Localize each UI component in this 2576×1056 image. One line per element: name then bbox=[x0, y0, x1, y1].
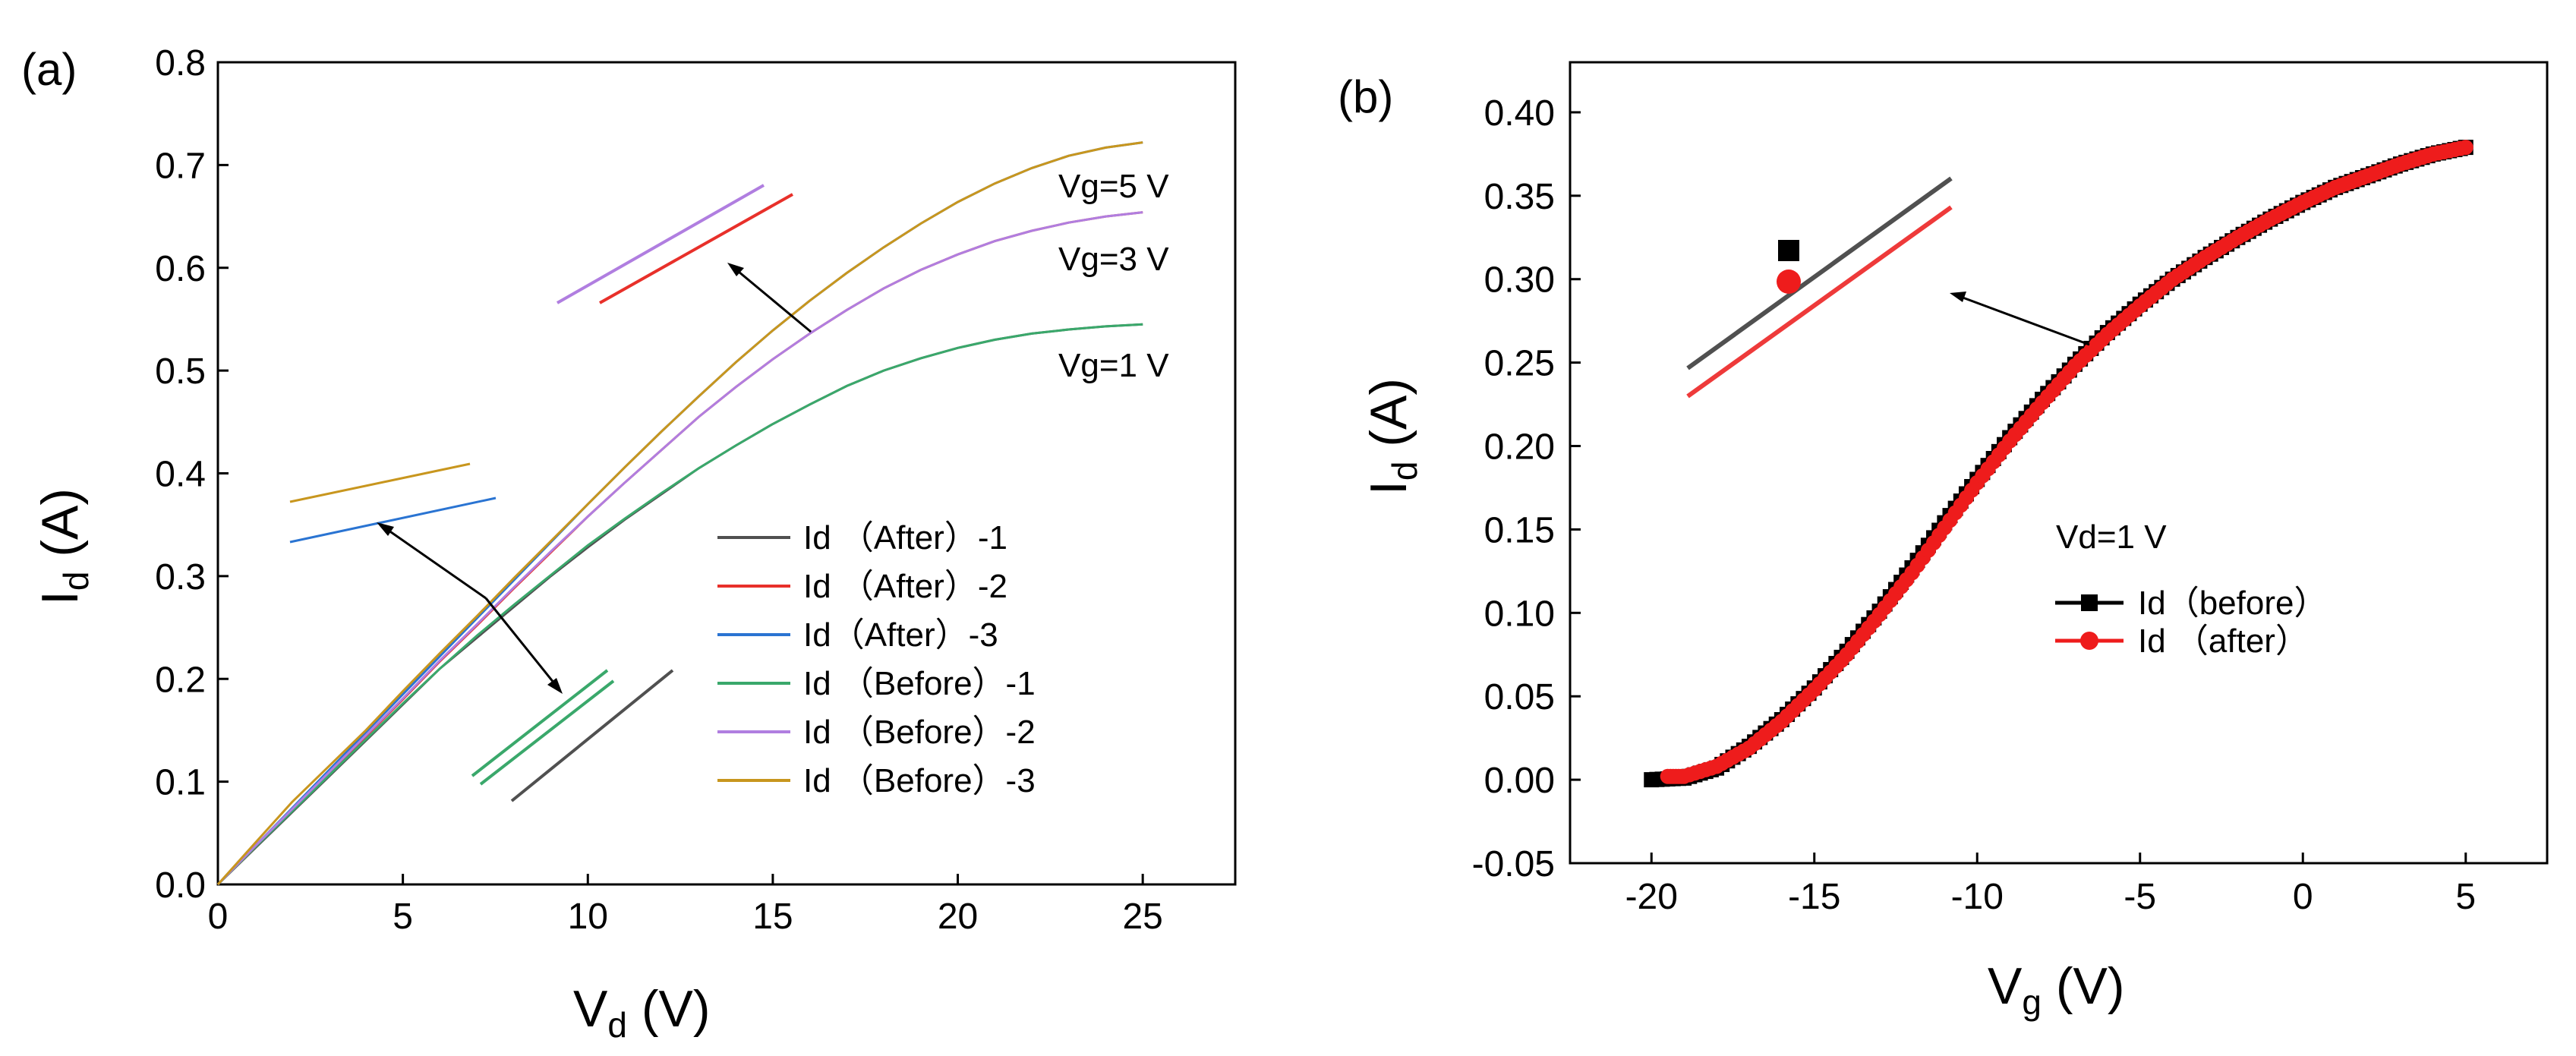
panel-a-label: (a) bbox=[21, 44, 77, 95]
inset-a2-after bbox=[599, 193, 793, 304]
panel-a-ylabel: Id (A) bbox=[31, 488, 96, 605]
y-sub-b: d bbox=[1385, 462, 1424, 481]
panel-a-legend: Id （After）-1 Id （After）-2 Id（After）-3 Id （B… bbox=[717, 519, 1036, 799]
arrow-a1-down bbox=[484, 597, 559, 688]
legend-label-a: Id（After）-3 bbox=[803, 616, 998, 654]
x-main: V bbox=[573, 980, 608, 1038]
series-line-b bbox=[1651, 145, 2467, 782]
panel-b-frame bbox=[1569, 61, 2549, 865]
panel-a-xlabel: Vd (V) bbox=[573, 980, 711, 1045]
series-line-a bbox=[216, 141, 1143, 886]
inset-a3-before bbox=[289, 462, 471, 503]
y-tick-label-a: 0.6 bbox=[155, 249, 206, 289]
inset-a1-after bbox=[510, 669, 674, 802]
inset-b-square bbox=[1778, 240, 1799, 261]
panel-a-curves bbox=[216, 141, 1143, 886]
arrow-a3-up bbox=[383, 525, 487, 600]
y-tick-label-b: 0.25 bbox=[1484, 344, 1555, 384]
y-tick-label-b: 0.30 bbox=[1484, 260, 1555, 301]
legend-label-a: Id （Before）-2 bbox=[803, 714, 1036, 751]
x-tick-label-a: 15 bbox=[752, 897, 793, 937]
x-tick-label-a: 20 bbox=[938, 897, 978, 937]
inset-a2-before bbox=[557, 184, 765, 304]
y-tick-label-a: 0.1 bbox=[155, 763, 206, 803]
panel-a: (a) 0 5 10 15 20 25 0.0 0.1 0.2 0.3 0.4 0.5 0.6 0.7 0.… bbox=[21, 43, 1237, 1045]
inset-b-after bbox=[1686, 205, 1953, 399]
panel-b-label: (b) bbox=[1338, 71, 1393, 122]
series-line-a bbox=[216, 323, 1143, 886]
panel-b-xlabel: Vg (V) bbox=[1988, 957, 2125, 1022]
x-tick-label-a: 10 bbox=[568, 897, 608, 937]
annotation-vg1: Vg=1 V bbox=[1058, 347, 1169, 384]
x-sub-b: g bbox=[2022, 982, 2042, 1022]
x-unit: (V) bbox=[627, 980, 711, 1038]
arrow-b-head bbox=[1950, 292, 1966, 302]
y-tick-label-b: 0.35 bbox=[1484, 177, 1555, 217]
legend-label-a: Id （After）-2 bbox=[803, 568, 1007, 605]
x-tick-label-b: 0 bbox=[2293, 877, 2313, 917]
inset-a3-after bbox=[289, 496, 497, 544]
inset-a1-before bbox=[471, 669, 609, 777]
y-tick-label-b: 0.20 bbox=[1484, 427, 1555, 468]
panel-b-legend: Id（before）Id （after） bbox=[2055, 585, 2327, 660]
legend-label-a: Id （Before）-3 bbox=[803, 762, 1036, 799]
x-tick-label-b: -10 bbox=[1951, 877, 2004, 917]
panel-a-ticks: 0 5 10 15 20 25 0.0 0.1 0.2 0.3 0.4 0.5 0.6 0.7 0.8 bbox=[155, 43, 1163, 937]
y-tick-label-b: 0.10 bbox=[1484, 594, 1555, 634]
y-tick-label-a: 0.7 bbox=[155, 146, 206, 186]
x-tick-label-a: 5 bbox=[393, 897, 413, 937]
y-tick-label-a: 0.3 bbox=[155, 557, 206, 597]
y-tick-label-a: 0.4 bbox=[155, 455, 206, 495]
y-tick-label-b: 0.05 bbox=[1484, 677, 1555, 717]
x-sub: d bbox=[607, 1005, 627, 1045]
legend-marker-b bbox=[2080, 632, 2098, 650]
legend-label-b: Id （after） bbox=[2138, 623, 2309, 660]
y-tick-label-b: 0.00 bbox=[1484, 761, 1555, 801]
y-tick-label-b: 0.40 bbox=[1484, 93, 1555, 134]
annotation-vg5: Vg=5 V bbox=[1058, 168, 1169, 205]
arrow-a3-up-head bbox=[377, 522, 394, 536]
legend-label-a: Id （Before）-1 bbox=[803, 665, 1036, 702]
x-tick-label-a: 25 bbox=[1122, 897, 1162, 937]
x-tick-label-b: -20 bbox=[1625, 877, 1678, 917]
x-tick-label-a: 0 bbox=[208, 897, 229, 937]
y-tick-label-a: 0.0 bbox=[155, 865, 206, 906]
y-tick-label-a: 0.2 bbox=[155, 660, 206, 700]
legend-label-b: Id（before） bbox=[2138, 585, 2327, 622]
arrow-b bbox=[1958, 295, 2090, 346]
x-unit-b: (V) bbox=[2042, 957, 2125, 1015]
y-tick-label-a: 0.8 bbox=[155, 43, 206, 84]
series-line-a bbox=[216, 211, 1143, 886]
marker-circle bbox=[2458, 140, 2474, 156]
panel-b: (b) -20 -15 -10 -5 0 5 -0.05 0.00 0.05 0.10 0.15 0.… bbox=[1338, 61, 2549, 1022]
legend-label-a: Id （After）-1 bbox=[803, 519, 1007, 556]
inset-b-before bbox=[1686, 176, 1953, 370]
arrow-a2 bbox=[733, 266, 812, 333]
annotation-vg3: Vg=3 V bbox=[1058, 241, 1169, 278]
panel-b-inset bbox=[1686, 176, 2090, 399]
y-unit: (A) bbox=[31, 488, 89, 572]
y-tick-label-b: 0.15 bbox=[1484, 510, 1555, 550]
x-tick-label-b: 5 bbox=[2455, 877, 2476, 917]
inset-b-circle bbox=[1777, 270, 1801, 294]
y-main: I bbox=[31, 591, 89, 605]
inset-a1-before-2 bbox=[479, 679, 615, 786]
x-tick-label-b: -5 bbox=[2124, 877, 2156, 917]
arrow-a1-down-head bbox=[547, 678, 563, 694]
x-main-b: V bbox=[1988, 957, 2023, 1015]
annotation-vd1: Vd=1 V bbox=[2056, 519, 2167, 556]
legend-marker-b bbox=[2081, 594, 2098, 611]
panel-b-ylabel: Id (A) bbox=[1360, 378, 1424, 495]
panel-a-insets bbox=[289, 184, 812, 802]
y-sub: d bbox=[56, 572, 96, 591]
arrow-a2-head bbox=[727, 263, 744, 276]
y-tick-label-b: -0.05 bbox=[1472, 844, 1555, 884]
y-main-b: I bbox=[1360, 481, 1417, 495]
y-unit-b: (A) bbox=[1360, 378, 1417, 462]
panel-b-curves bbox=[1644, 140, 2474, 788]
x-tick-label-b: -15 bbox=[1788, 877, 1840, 917]
panel-b-ticks: -20 -15 -10 -5 0 5 -0.05 0.00 0.05 0.10 0.15 0.20 0.… bbox=[1472, 93, 2477, 917]
y-tick-label-a: 0.5 bbox=[155, 351, 206, 392]
